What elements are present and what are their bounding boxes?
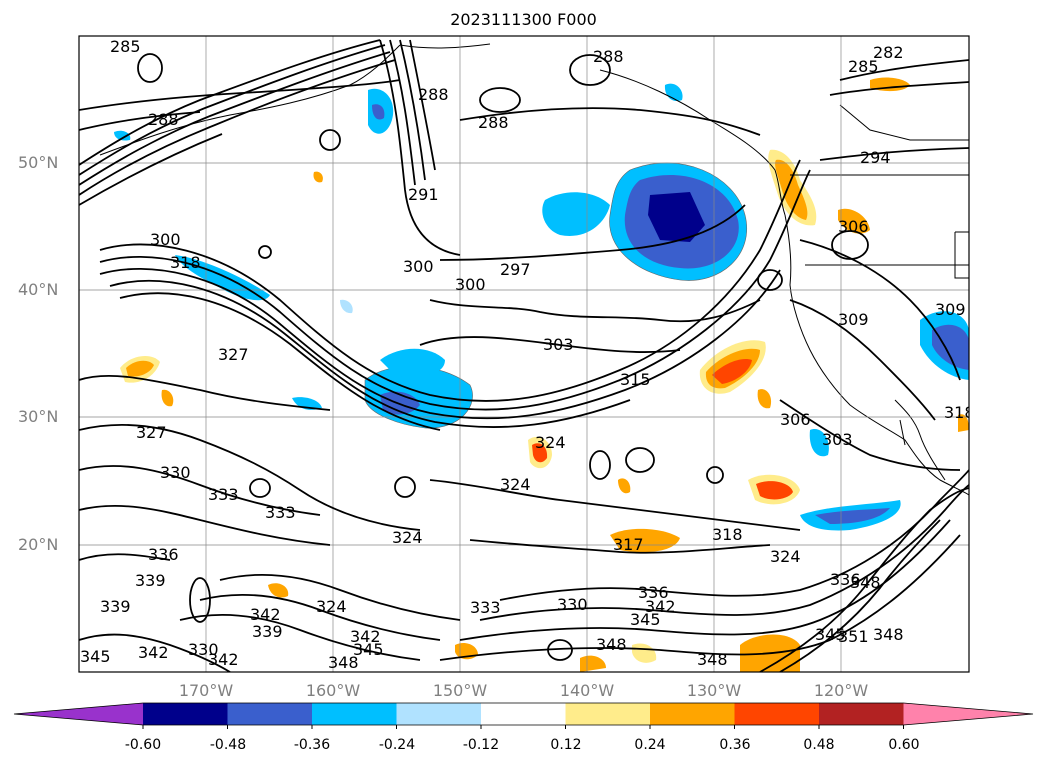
- colorbar-extend-min: [14, 703, 143, 725]
- colorbar-tick-label: 0.24: [634, 737, 666, 753]
- contour-label: 330: [557, 595, 588, 614]
- contour-label: 348: [873, 625, 904, 644]
- contour-label: 345: [80, 647, 111, 666]
- colorbar-tick-label: 0.36: [719, 737, 751, 753]
- contour-label: 318: [170, 253, 201, 272]
- contour-label: 303: [543, 335, 574, 354]
- contour-label: 336: [148, 545, 179, 564]
- contour-label: 348: [596, 635, 627, 654]
- colorbar-segment: [819, 703, 904, 725]
- contour-label: 306: [780, 410, 811, 429]
- contour-label: 294: [860, 148, 891, 167]
- colorbar-tick-label: 0.48: [803, 737, 835, 753]
- colorbar-segment: [481, 703, 566, 725]
- plot-frame: [78, 35, 970, 673]
- colorbar-tick-label: 0.60: [888, 737, 920, 753]
- contour-label: 330: [160, 463, 191, 482]
- contour-label: 300: [150, 230, 181, 249]
- colorbar-segment: [565, 703, 651, 725]
- contour-label: 351: [838, 627, 869, 646]
- colorbar-segment: [396, 703, 482, 725]
- contour-label: 342: [250, 605, 281, 624]
- positive-anomaly-shading: [120, 77, 969, 672]
- lat-label-20n: 20°N: [18, 535, 59, 554]
- colorbar-tick-label: -0.12: [462, 737, 500, 753]
- contour-label: 348: [697, 650, 728, 669]
- coastlines: [99, 43, 969, 496]
- lon-label-150w: 150°W: [432, 681, 488, 700]
- contour-label: 288: [148, 110, 179, 129]
- colorbar-tick-label: -0.60: [124, 737, 162, 753]
- contour-label: 348: [328, 653, 359, 672]
- lon-label-170w: 170°W: [178, 681, 234, 700]
- contour-label: 339: [100, 597, 131, 616]
- lon-label-130w: 130°W: [686, 681, 742, 700]
- contour-label: 342: [350, 627, 381, 646]
- contour-label: 318: [712, 525, 743, 544]
- contour-label: 333: [208, 485, 239, 504]
- contour-label: 327: [136, 423, 167, 442]
- contour-label: 345: [630, 610, 661, 629]
- contour-label: 318: [944, 403, 975, 422]
- contour-label: 342: [208, 650, 239, 669]
- contour-label: 285: [848, 57, 879, 76]
- lon-label-120w: 120°W: [813, 681, 869, 700]
- contour-label: 297: [500, 260, 531, 279]
- contour-label: 309: [935, 300, 966, 319]
- colorbar-segment: [734, 703, 820, 725]
- lon-label-140w: 140°W: [559, 681, 615, 700]
- map-title: 2023111300 F000: [450, 10, 597, 29]
- colorbar-segment: [312, 703, 397, 725]
- colorbar-tick-label: -0.48: [209, 737, 247, 753]
- lon-label-160w: 160°W: [305, 681, 361, 700]
- lat-label-30n: 30°N: [18, 407, 59, 426]
- lat-label-40n: 40°N: [18, 280, 59, 299]
- contour-label: 324: [500, 475, 531, 494]
- colorbar-extend-max: [903, 703, 1033, 725]
- contour-label: 282: [873, 43, 904, 62]
- contour-label: 339: [135, 571, 166, 590]
- contour-label: 339: [252, 622, 283, 641]
- contour-label: 327: [218, 345, 249, 364]
- contour-label: 333: [265, 503, 296, 522]
- contour-label: 342: [645, 597, 676, 616]
- colorbar: [13, 702, 1034, 729]
- contour-label: 330: [188, 640, 219, 659]
- colorbar-segment: [143, 703, 228, 725]
- contour-label: 288: [418, 85, 449, 104]
- contour-label: 317: [613, 535, 644, 554]
- contour-label: 324: [316, 597, 347, 616]
- plot-area: 285 282 285 288 288 288 288 294 291 300 …: [79, 36, 975, 672]
- colorbar-segment: [650, 703, 735, 725]
- contour-label: 300: [455, 275, 486, 294]
- contour-label: 336: [830, 570, 861, 589]
- contour-labels: 285 282 285 288 288 288 288 294 291 300 …: [80, 37, 975, 672]
- contour-label: 342: [138, 643, 169, 662]
- contour-label: 324: [535, 433, 566, 452]
- contour-label: 324: [770, 547, 801, 566]
- contour-label: 306: [838, 217, 869, 236]
- thickness-contours: [79, 39, 969, 672]
- contour-label: 291: [408, 185, 439, 204]
- contour-label: 285: [110, 37, 141, 56]
- colorbar-tick-label: -0.24: [378, 737, 416, 753]
- contour-label: 324: [392, 528, 423, 547]
- contour-label: 288: [478, 113, 509, 132]
- contour-label: 345: [353, 640, 384, 659]
- contour-label: 315: [620, 370, 651, 389]
- contour-label: 348: [850, 573, 881, 592]
- contour-label: 309: [838, 310, 869, 329]
- contour-label: 345: [815, 625, 846, 644]
- colorbar-tick-label: -0.36: [293, 737, 331, 753]
- contour-label: 300: [403, 257, 434, 276]
- contour-label: 336: [638, 583, 669, 602]
- colorbar-tick-label: 0.12: [550, 737, 582, 753]
- contour-label: 288: [593, 47, 624, 66]
- lat-label-50n: 50°N: [18, 153, 59, 172]
- colorbar-segment: [227, 703, 313, 725]
- contour-label: 303: [822, 430, 853, 449]
- contour-label: 333: [470, 598, 501, 617]
